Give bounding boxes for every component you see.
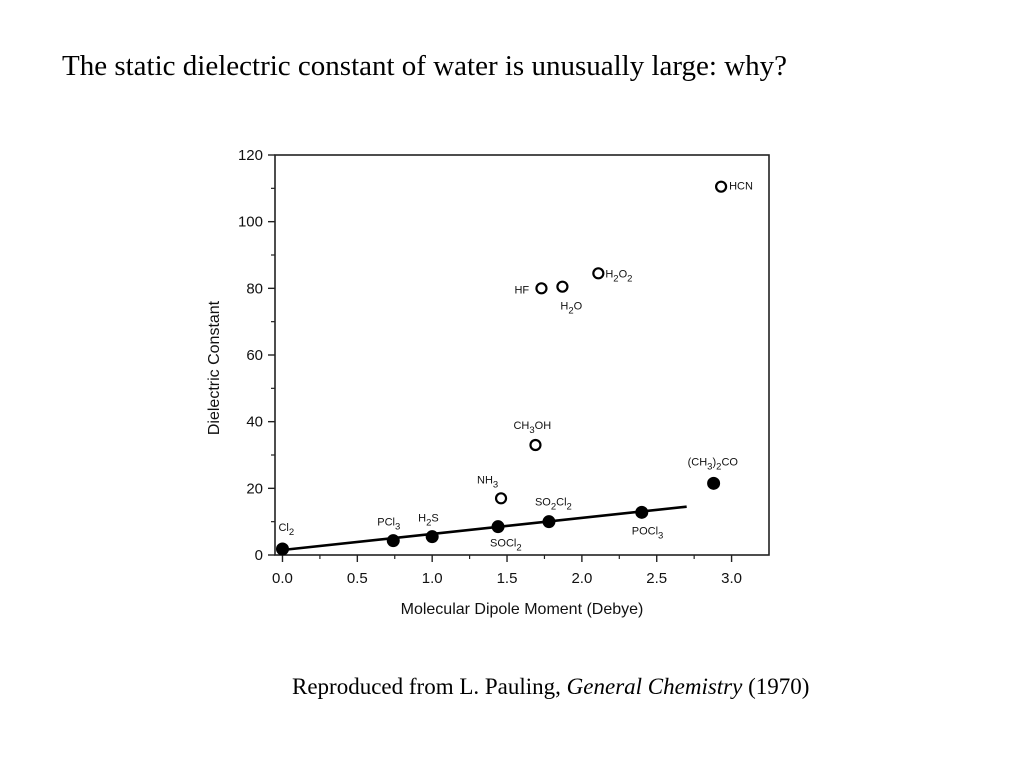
citation-prefix: Reproduced from L. Pauling, (292, 674, 567, 699)
point-label: HF (514, 284, 529, 296)
x-tick-label: 0.0 (272, 570, 293, 587)
data-point (707, 476, 721, 490)
x-tick-label: 1.5 (497, 570, 518, 587)
y-tick-label: 20 (246, 480, 263, 497)
y-tick-label: 60 (246, 347, 263, 364)
x-axis-title: Molecular Dipole Moment (Debye) (401, 601, 644, 618)
slide-title: The static dielectric constant of water … (62, 50, 788, 82)
x-tick-label: 3.0 (721, 570, 742, 587)
citation-suffix: (1970) (742, 674, 810, 699)
plot-frame (274, 154, 770, 556)
y-tick-label: 100 (238, 214, 263, 231)
data-point (494, 492, 508, 505)
data-point (542, 515, 556, 529)
citation-book: General Chemistry (566, 674, 743, 699)
point-label: CH3OH (513, 420, 551, 436)
point-label: H2O2 (605, 268, 632, 284)
data-point (714, 180, 728, 193)
trendline (282, 505, 687, 552)
data-point (529, 438, 542, 452)
data-point (556, 280, 569, 293)
data-point (275, 542, 289, 556)
point-label: H2S (418, 513, 439, 529)
x-axis: 0.0 0.5 1.0 1.5 2.0 2.5 3.0 (272, 555, 742, 587)
point-label: Cl2 (278, 522, 294, 538)
trendline-group (282, 505, 687, 552)
data-point (635, 505, 649, 519)
point-label: PCl3 (377, 517, 400, 533)
point-label: H2O (560, 301, 582, 317)
data-point (386, 534, 400, 548)
data-point (535, 282, 548, 295)
point-label: HCN (729, 181, 753, 193)
citation: Reproduced from L. Pauling, General Chem… (292, 674, 809, 700)
data-point (425, 530, 439, 544)
data-points (275, 180, 728, 556)
y-tick-label: 40 (246, 414, 263, 431)
y-tick-label: 0 (255, 547, 263, 564)
point-label: POCl3 (632, 525, 664, 541)
x-tick-label: 2.5 (646, 570, 667, 587)
y-axis-title: Dielectric Constant (206, 300, 223, 435)
point-label: NH3 (477, 474, 498, 490)
x-tick-label: 0.5 (347, 570, 368, 587)
point-labels: Cl2 PCl3 H2S SOCl2 SO2Cl2 POCl3 (CH3)2CO NH3 CH3… (278, 181, 752, 554)
point-label: SOCl2 (490, 538, 522, 554)
x-tick-label: 2.0 (571, 570, 592, 587)
x-tick-label: 1.0 (422, 570, 443, 587)
y-axis: 0 20 40 60 80 100 120 (238, 147, 275, 564)
y-tick-label: 80 (246, 280, 263, 297)
point-label: SO2Cl2 (535, 497, 572, 513)
point-label: (CH3)2CO (688, 456, 739, 472)
y-tick-label: 120 (238, 147, 263, 164)
data-point (592, 267, 605, 280)
data-point (491, 520, 505, 534)
